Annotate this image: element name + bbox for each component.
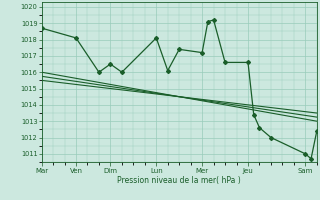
X-axis label: Pression niveau de la mer( hPa ): Pression niveau de la mer( hPa ) (117, 176, 241, 185)
